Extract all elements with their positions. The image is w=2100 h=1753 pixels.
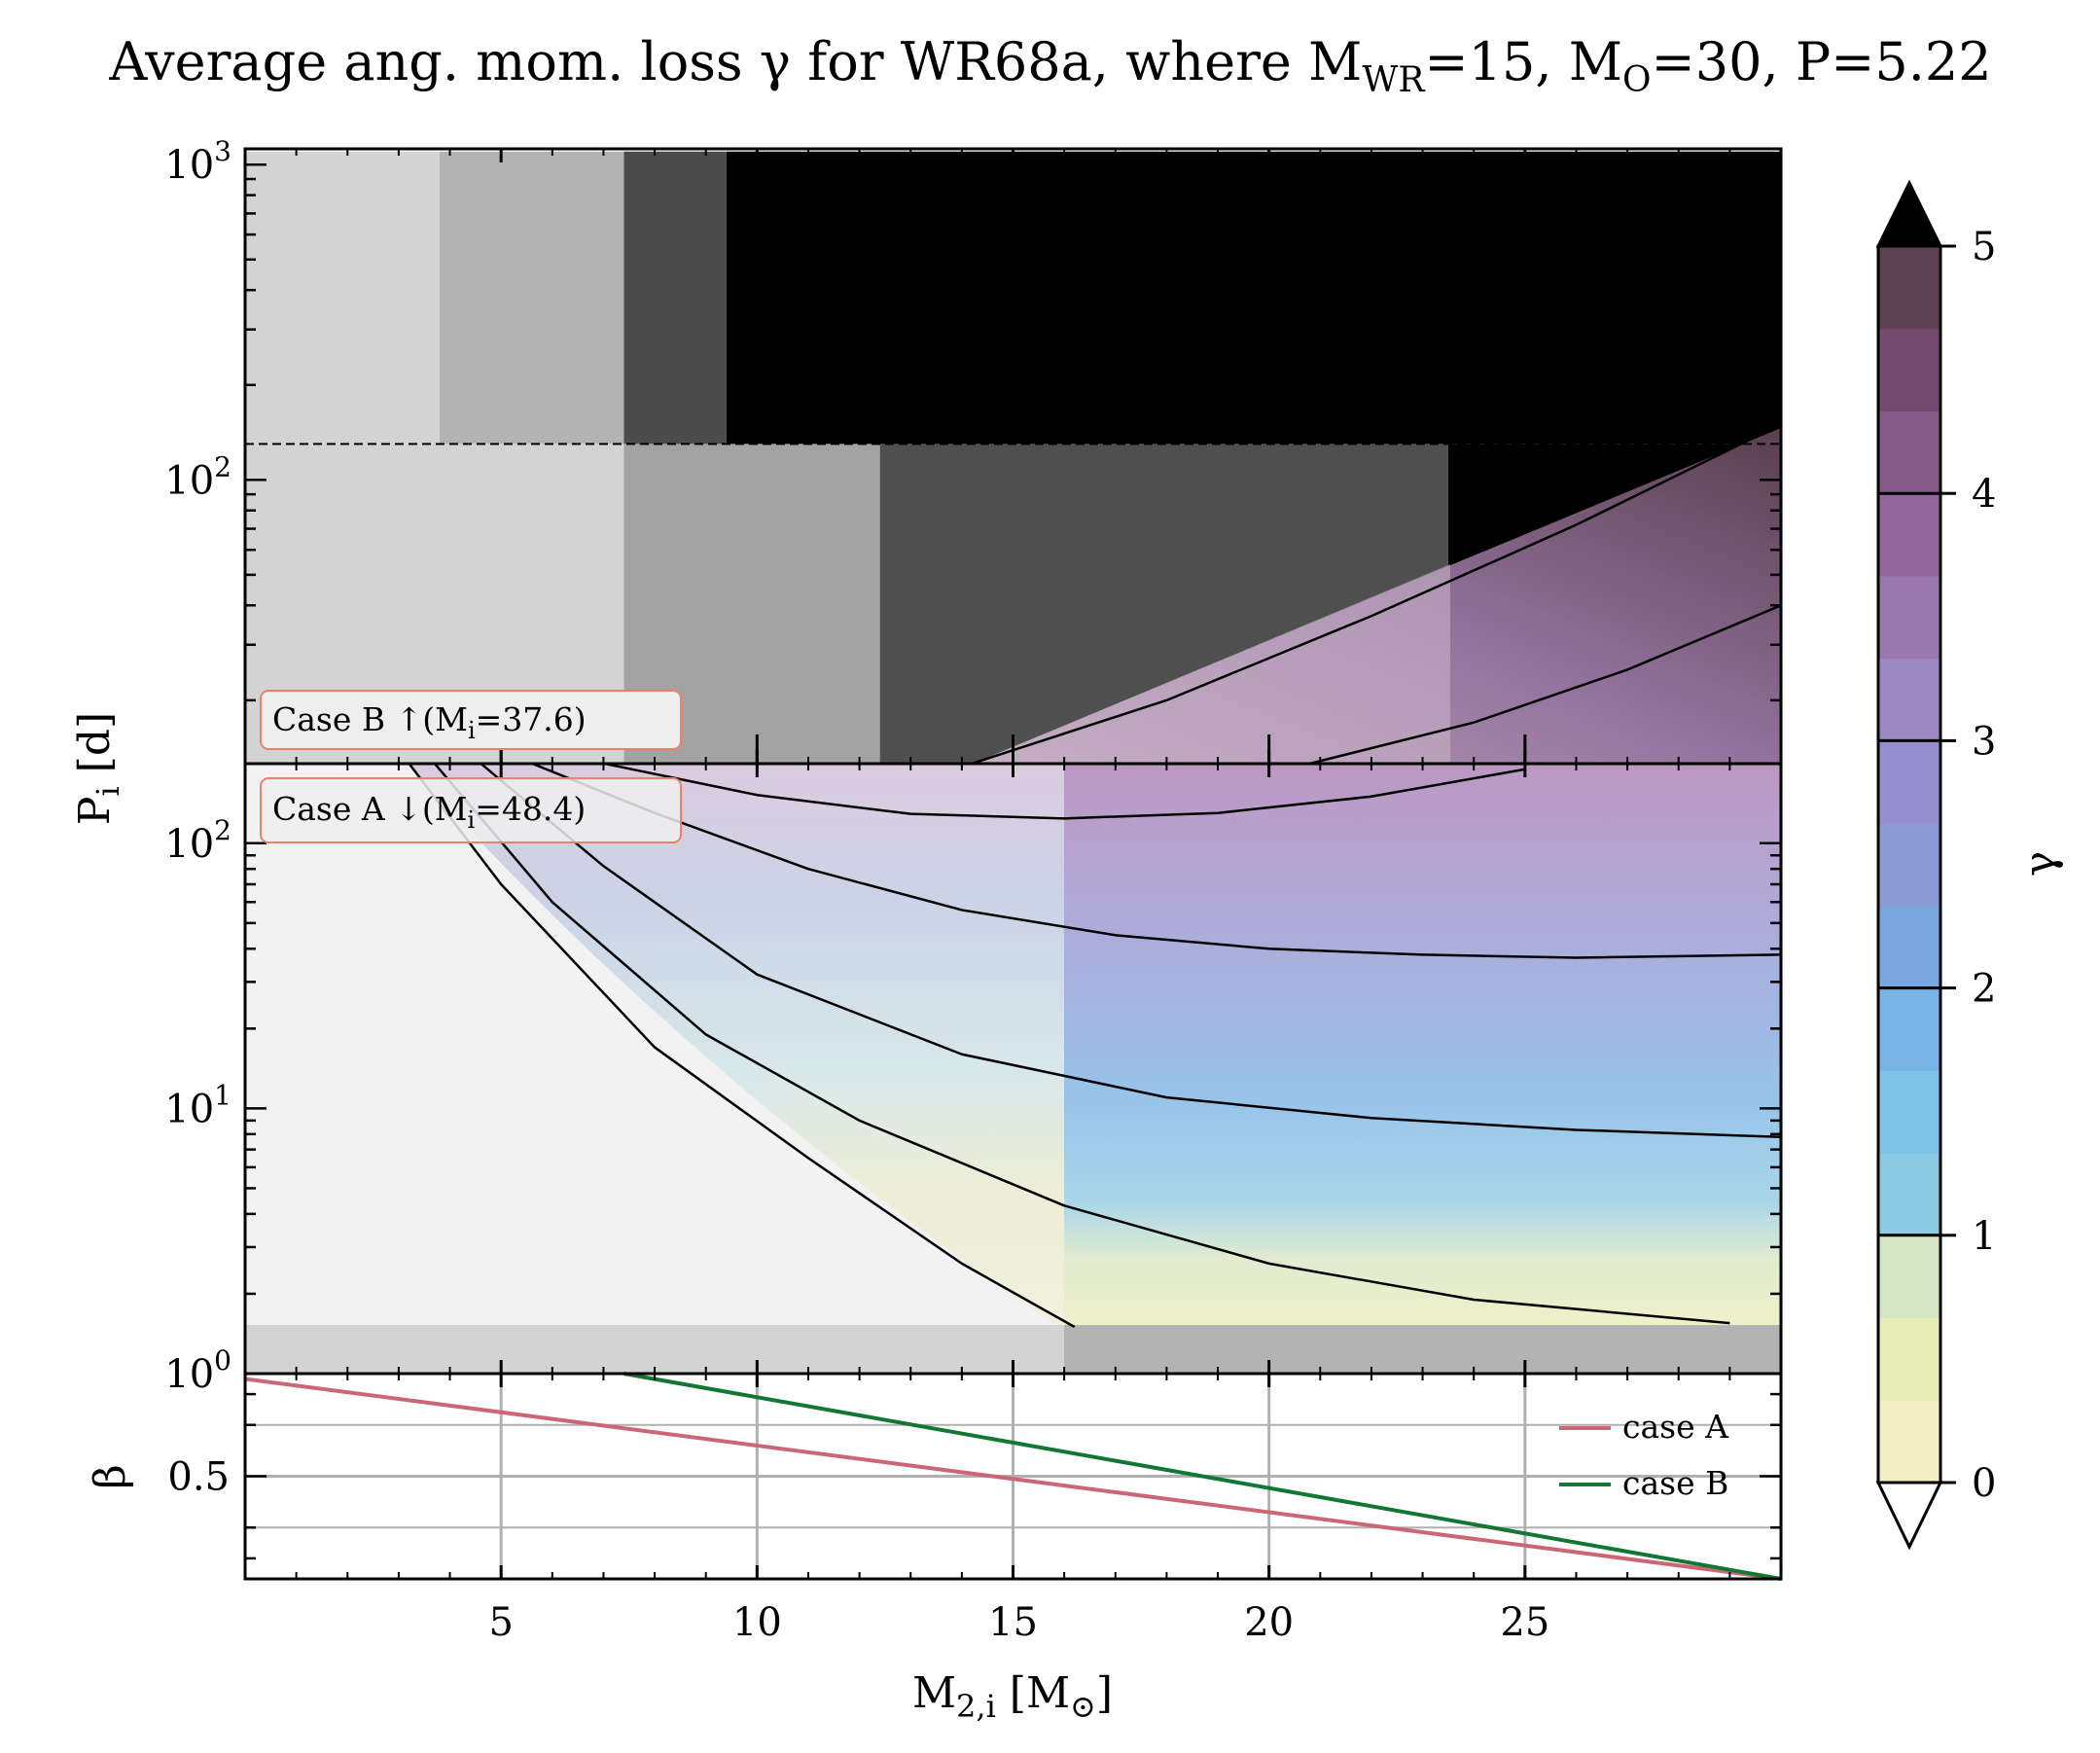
colorbar-extend-max [1875, 179, 1943, 248]
beta-ytick-label: 0.5 [167, 1455, 230, 1500]
colorbar-level-14 [1878, 246, 1940, 330]
case-a-bottom-strip-right [1064, 1325, 1781, 1374]
x-tick-label: 10 [732, 1600, 782, 1645]
legend-label-0: case A [1622, 1408, 1729, 1446]
case-b-ytick-label-base: 10 [164, 143, 214, 188]
case-a-ytick-label-base: 10 [164, 1352, 214, 1397]
case-b-ytick-label-exp: 2 [214, 450, 231, 483]
beta-series-0 [244, 1377, 1782, 1581]
case-b-block-1 [440, 151, 624, 445]
case-a-contour-3 [531, 764, 1781, 959]
colorbar-level-11 [1878, 493, 1940, 577]
colorbar-tick-label: 3 [1972, 719, 1996, 764]
colorbar-level-6 [1878, 905, 1940, 989]
case-a-panel [245, 764, 1781, 1374]
legend-label-1: case B [1622, 1464, 1728, 1502]
chart-title: Average ang. mom. loss γ for WR68a, wher… [108, 31, 1991, 100]
case-b-annotation: Case B ↑(Mi=37.6) [260, 690, 682, 750]
x-tick-label: 20 [1244, 1600, 1294, 1645]
svg-text:Case B ↑(Mi=37.6): Case B ↑(Mi=37.6) [272, 700, 587, 744]
case-b-block-3 [726, 151, 1781, 445]
case-a-ytick-label-base: 10 [164, 1087, 214, 1131]
case-a-contour-1 [433, 764, 1730, 1325]
colorbar-level-2 [1878, 1234, 1940, 1318]
case-a-ytick-label: 100 [164, 1344, 231, 1397]
colorbar-tick-label: 4 [1972, 472, 1996, 517]
case-b-block-2 [623, 151, 727, 445]
colorbar-level-12 [1878, 411, 1940, 494]
colorbar-level-9 [1878, 658, 1940, 741]
gamma-colorbar: 0 1 2 3 4 5 γ [1875, 179, 2065, 1551]
colorbar-level-0 [1878, 1400, 1940, 1484]
case-a-contour-0 [408, 764, 1076, 1329]
case-a-bottom-strip-left [245, 1325, 1064, 1374]
colorbar-extend-min [1875, 1481, 1943, 1551]
x-tick-label: 15 [988, 1600, 1038, 1645]
colorbar-level-3 [1878, 1153, 1940, 1236]
colorbar-label: γ [2015, 851, 2065, 876]
case-b-contour-1 [1309, 604, 1781, 764]
case-a-annotation: Case A ↓(Mi=48.4) [260, 777, 682, 843]
case-b-overlay [973, 564, 1450, 764]
x-tick-label: 5 [488, 1600, 513, 1645]
case-b-ytick-label-exp: 3 [214, 135, 231, 167]
colorbar-tick-label: 5 [1972, 225, 1996, 269]
beta-series-1 [623, 1372, 1782, 1581]
case-a-contour-4 [603, 764, 1526, 820]
colorbar-level-8 [1878, 740, 1940, 824]
beta-panel: 5 10 15 20 25 0.5 case A case B [167, 1372, 1783, 1645]
colorbar-level-5 [1878, 987, 1940, 1071]
case-a-ytick-label-base: 10 [164, 822, 214, 867]
case-a-region-left [409, 764, 1064, 1325]
case-b-ytick-label: 102 [164, 450, 231, 503]
x-axis-label: M2,i [M⊙] [912, 1668, 1113, 1725]
case-a-ytick-label: 101 [164, 1079, 231, 1131]
svg-text:Case A ↓(Mi=48.4): Case A ↓(Mi=48.4) [272, 790, 586, 834]
colorbar-level-4 [1878, 1070, 1940, 1154]
case-a-contour-2 [480, 764, 1781, 1139]
colorbar-tick-label: 2 [1972, 967, 1996, 1012]
x-tick-label: 25 [1500, 1600, 1549, 1645]
colorbar-level-1 [1878, 1317, 1940, 1401]
colorbar-level-13 [1878, 328, 1940, 412]
beta-axis-label: β [86, 1464, 135, 1488]
y-axis-label: Pi [d] [70, 712, 126, 825]
colorbar-tick-label: 0 [1972, 1461, 1996, 1506]
case-b-ytick-label: 103 [164, 135, 231, 188]
beta-legend: case A case B [1559, 1408, 1729, 1502]
case-b-contour-0 [972, 423, 1781, 764]
case-a-ytick-label-exp: 2 [214, 814, 231, 846]
colorbar-level-7 [1878, 823, 1940, 907]
case-a-ytick-label-exp: 1 [214, 1079, 231, 1111]
case-a-region-right [1064, 764, 1781, 1325]
case-b-panel [245, 151, 1781, 764]
colorbar-tick-label: 1 [1972, 1214, 1996, 1259]
case-a-ytick-label: 102 [164, 814, 231, 867]
case-b-block-0 [245, 151, 441, 445]
case-b-ytick-label-base: 10 [164, 458, 214, 503]
colorbar-level-10 [1878, 575, 1940, 660]
case-a-ytick-label-exp: 0 [214, 1344, 231, 1377]
